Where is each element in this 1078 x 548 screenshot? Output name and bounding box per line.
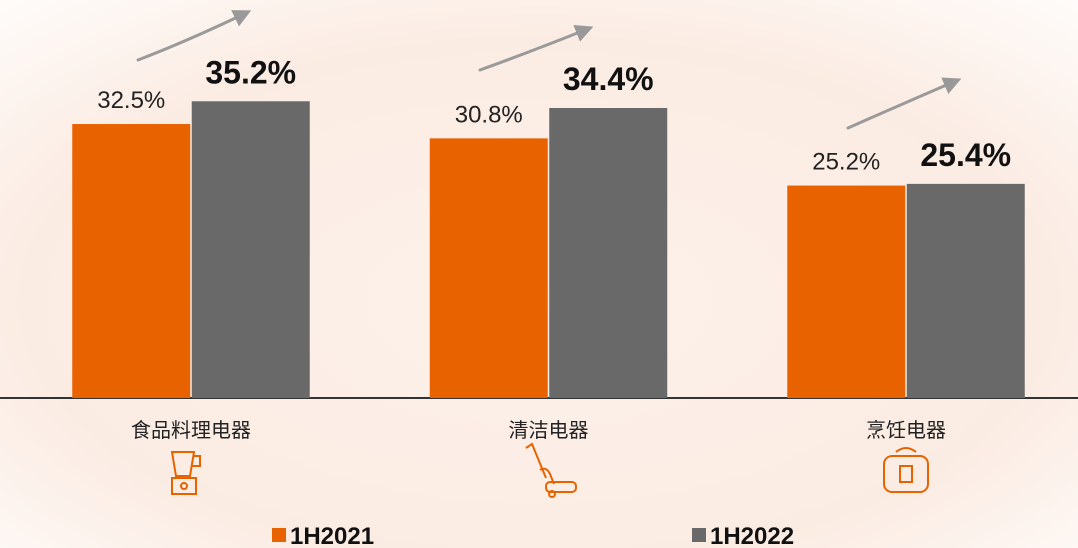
bar [191, 101, 310, 398]
legend-swatch [692, 528, 706, 542]
data-label: 25.4% [920, 137, 1011, 173]
data-label: 32.5% [97, 87, 165, 114]
legend-swatch [272, 528, 286, 542]
trend-arrow [136, 10, 252, 62]
trend-arrows [136, 10, 962, 130]
x-tick-label: 清洁电器 [509, 418, 589, 442]
bar [429, 138, 548, 398]
data-label: 30.8% [455, 101, 523, 128]
legend-label: 1H2021 [290, 523, 374, 548]
bar [549, 108, 668, 399]
legend-label: 1H2022 [710, 523, 794, 548]
x-tick-label: 烹饪电器 [866, 418, 946, 442]
data-label: 35.2% [205, 54, 296, 90]
icon-blender [170, 451, 201, 495]
trend-arrow [846, 77, 962, 130]
bar [72, 124, 191, 399]
trend-arrow [478, 24, 594, 72]
bar [787, 185, 906, 398]
icon-vacuum [525, 442, 577, 498]
x-tick-label: 食品料理电器 [131, 418, 251, 442]
data-label: 25.2% [812, 149, 880, 176]
bar [906, 183, 1025, 398]
icon-rice-cooker [883, 447, 929, 493]
data-label: 34.4% [563, 61, 654, 97]
